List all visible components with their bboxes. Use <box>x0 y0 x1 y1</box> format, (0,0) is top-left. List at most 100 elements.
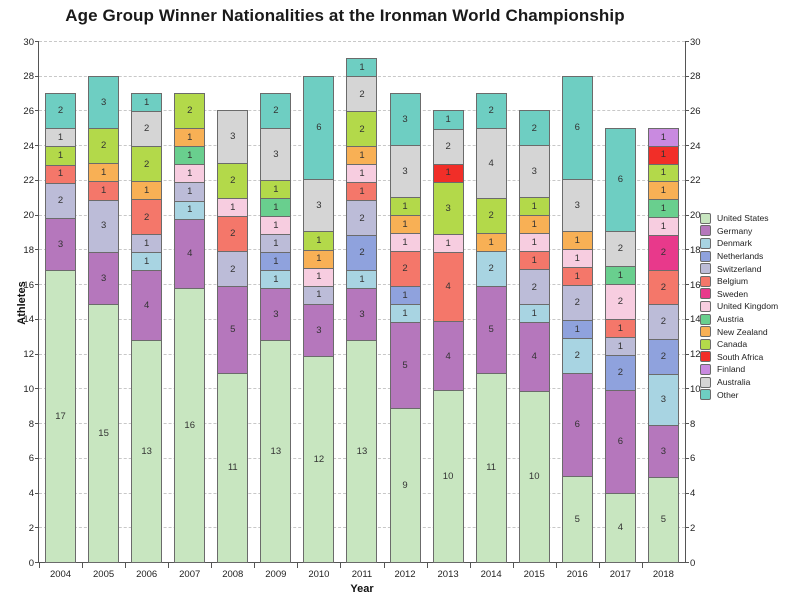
bar-segment[interactable]: 3 <box>303 179 335 233</box>
stacked-bar[interactable]: 12 3 1 1 1 1 3 6 <box>303 75 335 563</box>
bar-segment[interactable]: 2 <box>475 251 507 288</box>
bar-segment[interactable]: 2 <box>604 354 636 391</box>
bar-segment[interactable]: 3 <box>45 217 77 272</box>
bar-segment[interactable]: 1 <box>561 266 593 286</box>
bar-column[interactable]: 10 4 1 2 1 1 1 1 3 2 2015 <box>512 42 556 580</box>
stacked-bar[interactable]: 17 3 2 1 1 1 2 <box>45 93 77 563</box>
bar-segment[interactable]: 2 <box>518 269 550 306</box>
bar-segment[interactable]: 1 <box>475 232 507 253</box>
bar-segment[interactable]: 1 <box>604 318 636 338</box>
bar-segment[interactable]: 1 <box>518 197 550 217</box>
bar-segment[interactable]: 1 <box>432 233 464 253</box>
stacked-bar[interactable]: 16 4 1 1 1 1 1 2 <box>174 93 206 563</box>
bar-column[interactable]: 11 5 2 1 2 4 2 2014 <box>469 42 513 580</box>
stacked-bar[interactable]: 5 3 3 2 2 2 2 1 1 1 1 1 1 <box>647 127 679 563</box>
bar-segment[interactable]: 1 <box>174 146 206 166</box>
bar-segment[interactable]: 1 <box>174 200 206 220</box>
legend-item[interactable]: Sweden <box>700 288 800 301</box>
bar-segment[interactable]: 4 <box>432 251 464 323</box>
bar-segment[interactable]: 5 <box>561 475 593 563</box>
stacked-bar[interactable]: 13 3 1 2 2 1 1 1 2 2 1 <box>346 58 378 563</box>
bar-segment[interactable]: 1 <box>131 234 163 254</box>
bar-segment[interactable]: 2 <box>346 76 378 113</box>
stacked-bar[interactable]: 9 5 1 1 2 1 1 1 3 3 <box>389 93 421 563</box>
bar-column[interactable]: 5 6 2 1 2 1 1 1 3 6 2016 <box>555 42 599 580</box>
bar-segment[interactable]: 17 <box>45 270 77 563</box>
bar-segment[interactable]: 2 <box>131 146 163 183</box>
bar-segment[interactable]: 16 <box>174 287 206 563</box>
bar-segment[interactable]: 6 <box>604 389 636 494</box>
bar-segment[interactable]: 2 <box>475 197 507 234</box>
bar-segment[interactable]: 1 <box>303 231 335 251</box>
bar-segment[interactable]: 1 <box>260 216 292 236</box>
bar-segment[interactable]: 3 <box>217 110 249 164</box>
bar-segment[interactable]: 2 <box>260 93 292 130</box>
bar-segment[interactable]: 3 <box>88 199 120 253</box>
bar-segment[interactable]: 1 <box>45 128 77 148</box>
bar-segment[interactable]: 3 <box>88 251 120 306</box>
bar-segment[interactable]: 1 <box>647 217 679 236</box>
bar-segment[interactable]: 1 <box>131 181 163 201</box>
bar-segment[interactable]: 1 <box>88 181 120 201</box>
bar-segment[interactable]: 1 <box>303 267 335 287</box>
legend-item[interactable]: Switzerland <box>700 262 800 275</box>
bar-segment[interactable]: 2 <box>518 110 550 147</box>
bar-segment[interactable]: 3 <box>303 303 335 358</box>
bar-segment[interactable]: 2 <box>131 199 163 236</box>
bar-segment[interactable]: 1 <box>518 251 550 271</box>
legend-item[interactable]: Other <box>700 388 800 401</box>
bar-segment[interactable]: 1 <box>604 336 636 356</box>
legend-item[interactable]: Finland <box>700 363 800 376</box>
bar-segment[interactable]: 2 <box>432 128 464 165</box>
bar-segment[interactable]: 2 <box>647 269 679 306</box>
bar-segment[interactable]: 2 <box>88 128 120 165</box>
bar-segment[interactable]: 11 <box>217 372 249 563</box>
legend-item[interactable]: New Zealand <box>700 325 800 338</box>
stacked-bar[interactable]: 5 6 2 1 2 1 1 1 3 6 <box>561 75 593 563</box>
bar-segment[interactable]: 2 <box>647 339 679 375</box>
bar-segment[interactable]: 1 <box>389 215 421 235</box>
bar-segment[interactable]: 1 <box>346 270 378 290</box>
bar-segment[interactable]: 3 <box>647 425 679 478</box>
bar-segment[interactable]: 1 <box>260 234 292 254</box>
bar-segment[interactable]: 4 <box>475 128 507 199</box>
legend-item[interactable]: Germany <box>700 225 800 238</box>
bar-segment[interactable]: 1 <box>346 182 378 202</box>
legend-item[interactable]: South Africa <box>700 351 800 364</box>
bar-segment[interactable]: 1 <box>45 146 77 166</box>
legend-item[interactable]: Canada <box>700 338 800 351</box>
legend-item[interactable]: Austria <box>700 313 800 326</box>
bar-segment[interactable]: 1 <box>346 164 378 184</box>
legend-item[interactable]: Belgium <box>700 275 800 288</box>
bar-segment[interactable]: 2 <box>131 111 163 148</box>
bar-segment[interactable]: 3 <box>88 75 120 130</box>
bar-segment[interactable]: 1 <box>131 252 163 272</box>
bar-segment[interactable]: 1 <box>647 199 679 219</box>
bar-column[interactable]: 13 3 1 2 2 1 1 1 2 2 1 2011 <box>340 42 383 580</box>
bar-segment[interactable]: 1 <box>561 248 593 268</box>
bar-segment[interactable]: 1 <box>647 181 679 201</box>
bar-segment[interactable]: 12 <box>303 356 335 563</box>
bar-segment[interactable]: 1 <box>260 198 292 218</box>
bar-segment[interactable]: 2 <box>389 251 421 288</box>
bar-segment[interactable]: 1 <box>518 304 550 324</box>
bar-segment[interactable]: 3 <box>260 128 292 182</box>
bar-segment[interactable]: 2 <box>217 162 249 199</box>
bar-segment[interactable]: 10 <box>518 391 550 563</box>
bar-segment[interactable]: 1 <box>260 252 292 272</box>
bar-segment[interactable]: 13 <box>346 340 378 563</box>
bar-segment[interactable]: 1 <box>604 265 636 285</box>
bar-segment[interactable]: 1 <box>174 182 206 202</box>
legend-item[interactable]: Netherlands <box>700 250 800 263</box>
bar-segment[interactable]: 5 <box>389 322 421 410</box>
bar-segment[interactable]: 2 <box>647 304 679 341</box>
bar-segment[interactable]: 1 <box>260 270 292 290</box>
bar-segment[interactable]: 1 <box>45 164 77 184</box>
bar-segment[interactable]: 6 <box>561 372 593 477</box>
bar-segment[interactable]: 4 <box>518 322 550 393</box>
bar-segment[interactable]: 5 <box>217 286 249 374</box>
stacked-bar[interactable]: 10 4 1 2 1 1 1 1 3 2 <box>518 110 550 563</box>
bar-segment[interactable]: 3 <box>260 288 292 342</box>
stacked-bar[interactable]: 13 3 1 1 1 1 1 1 3 2 <box>260 93 292 563</box>
bar-segment[interactable]: 6 <box>561 75 593 180</box>
